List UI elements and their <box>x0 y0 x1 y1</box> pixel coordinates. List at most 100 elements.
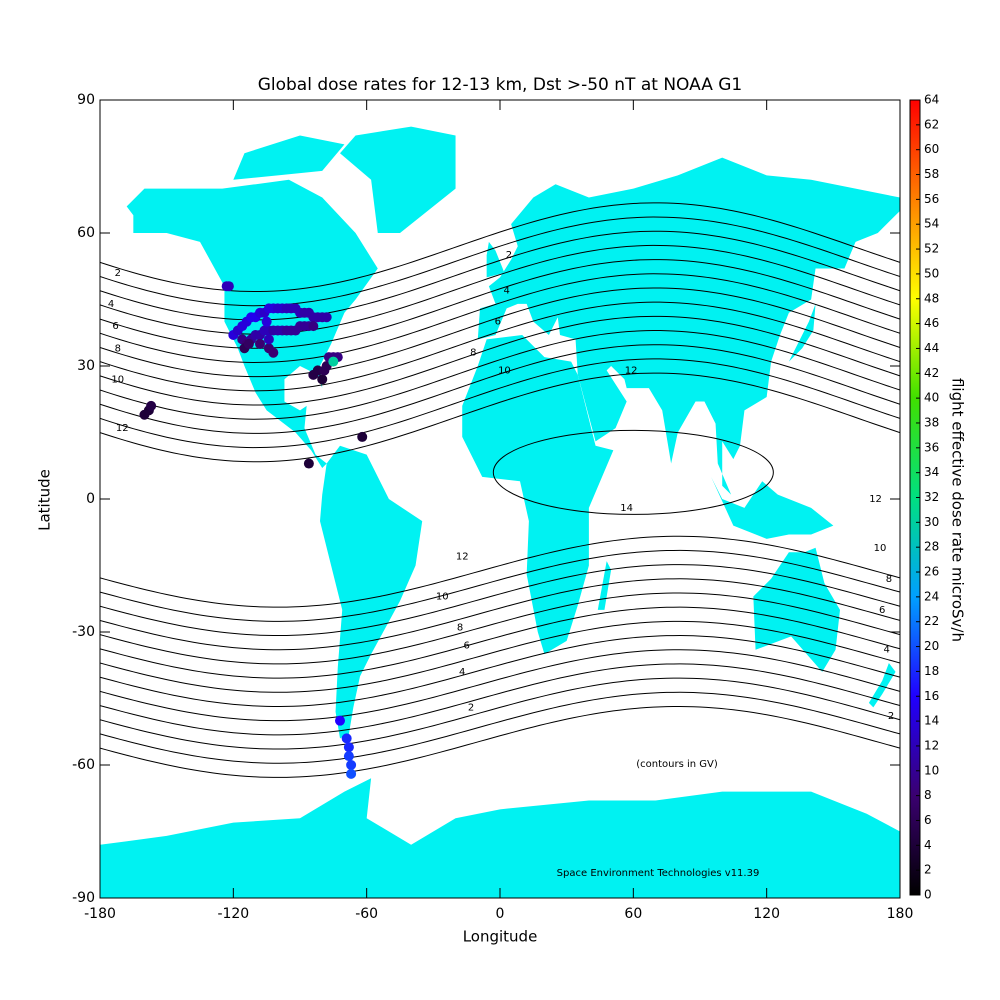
chart-title: Global dose rates for 12-13 km, Dst >-50… <box>258 75 743 95</box>
contour-line <box>100 677 900 750</box>
contour-label: 4 <box>108 299 114 310</box>
colorbar-tick-label: 0 <box>924 888 932 902</box>
landmass <box>788 303 816 362</box>
contour-label: 6 <box>112 321 118 332</box>
contour-label: 14 <box>620 503 633 514</box>
contour-label: 6 <box>495 317 501 328</box>
contour-line <box>100 663 900 736</box>
contour-line <box>100 535 900 608</box>
dose-point <box>335 715 345 726</box>
colorbar-tick-label: 38 <box>924 415 939 429</box>
landmass <box>597 561 612 610</box>
y-tick-label: -60 <box>72 757 95 773</box>
contour-line <box>100 315 900 406</box>
colorbar-tick-label: 58 <box>924 167 939 181</box>
contour-label: 10 <box>498 365 511 376</box>
colorbar-tick-label: 22 <box>924 614 939 628</box>
colorbar-label: flight effective dose rate microSv/h <box>949 378 967 642</box>
colorbar-tick-label: 54 <box>924 217 939 231</box>
contour-line <box>100 620 900 693</box>
contour-line <box>100 287 900 378</box>
contour-label: 12 <box>869 494 882 505</box>
x-tick-label: 120 <box>753 906 780 922</box>
dose-point <box>357 431 368 442</box>
landmass <box>320 445 423 739</box>
contour-label: 12 <box>116 423 129 434</box>
dose-point <box>268 347 279 358</box>
contour-line <box>100 344 900 434</box>
contour-line <box>100 216 900 307</box>
dose-point <box>255 338 265 349</box>
contour-line <box>100 330 900 420</box>
colorbar-tick-label: 6 <box>924 813 932 827</box>
colorbar-tick-label: 18 <box>924 664 939 678</box>
dose-point <box>321 312 332 323</box>
dose-point <box>343 751 354 762</box>
colorbar-tick-label: 50 <box>924 266 939 280</box>
colorbar-tick-label: 40 <box>924 391 939 405</box>
contour-label: 4 <box>503 286 509 297</box>
colorbar-tick-label: 8 <box>924 788 932 802</box>
annotation: (contours in GV) <box>636 759 718 770</box>
contour-label: 4 <box>883 645 889 656</box>
contour-label: 10 <box>436 592 449 603</box>
x-tick-label: -60 <box>355 906 378 922</box>
points <box>139 281 368 779</box>
colorbar-tick-label: 52 <box>924 242 939 256</box>
y-tick-label: -90 <box>72 890 95 906</box>
landmass <box>233 135 345 180</box>
contour-line <box>100 230 900 321</box>
colorbar-tick-label: 16 <box>924 689 939 703</box>
contour-label: 8 <box>470 348 476 359</box>
contour-label: 8 <box>115 343 121 354</box>
dose-point <box>308 321 319 332</box>
colorbar-tick-label: 12 <box>924 738 939 752</box>
landmass <box>477 157 900 495</box>
x-tick-label: 60 <box>624 906 642 922</box>
contour-line <box>100 259 900 349</box>
colorbar-tick-label: 56 <box>924 192 939 206</box>
dose-point <box>303 458 314 469</box>
contour-label: 12 <box>625 365 638 376</box>
contour-line <box>100 705 900 778</box>
colorbar-tick-label: 36 <box>924 440 939 454</box>
contour-line <box>100 649 900 722</box>
dose-point <box>341 733 352 744</box>
dose-point <box>328 356 339 367</box>
landmass <box>462 334 614 655</box>
colorbar-tick-label: 2 <box>924 863 932 877</box>
colorbar-tick-label: 44 <box>924 341 939 355</box>
contour-line <box>492 429 774 515</box>
landmass <box>126 179 378 468</box>
contour-line <box>100 564 900 637</box>
x-tick-label: 0 <box>496 906 505 922</box>
colorbar-tick-label: 42 <box>924 366 939 380</box>
contour-label: 2 <box>888 711 894 722</box>
x-tick-label: -180 <box>84 906 116 922</box>
contour-label: 10 <box>111 374 124 385</box>
contour-line <box>100 592 900 665</box>
landmass <box>340 126 456 233</box>
credit: Space Environment Technologies v11.39 <box>557 868 760 879</box>
dose-point <box>146 400 157 411</box>
x-axis-label: Longitude <box>463 928 538 946</box>
contour-label: 10 <box>874 543 887 554</box>
contour-label: 6 <box>463 640 469 651</box>
contour-label: 6 <box>879 605 885 616</box>
dose-point <box>243 338 254 349</box>
contour-label: 4 <box>459 667 465 678</box>
y-tick-label: 0 <box>86 491 95 507</box>
land <box>100 126 900 898</box>
colorbar-tick-label: 30 <box>924 515 939 529</box>
landmass <box>711 476 834 539</box>
colorbar-tick-label: 46 <box>924 316 939 330</box>
dose-point <box>343 742 354 753</box>
contour-line <box>100 578 900 651</box>
colorbar-tick-label: 34 <box>924 465 939 479</box>
contour-label: 2 <box>506 250 512 261</box>
dose-point <box>346 768 357 779</box>
landmass <box>100 778 900 898</box>
contour-label: 2 <box>115 268 121 279</box>
